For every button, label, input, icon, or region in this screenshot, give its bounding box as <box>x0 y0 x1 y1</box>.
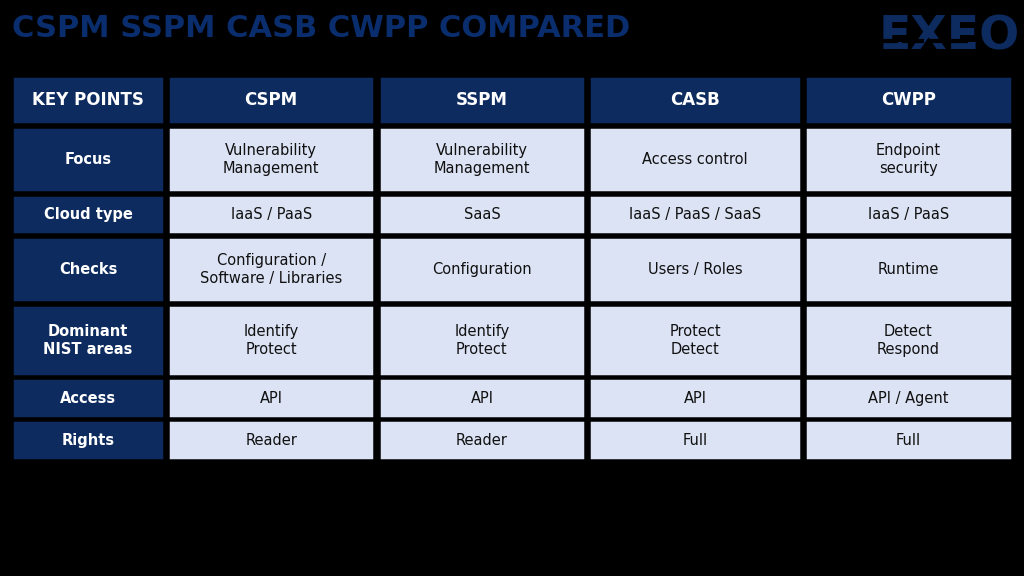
FancyBboxPatch shape <box>168 127 375 192</box>
Text: IaaS / PaaS / SaaS: IaaS / PaaS / SaaS <box>629 207 761 222</box>
FancyBboxPatch shape <box>379 76 586 124</box>
Text: SaaS: SaaS <box>464 207 501 222</box>
FancyBboxPatch shape <box>12 378 164 418</box>
Text: Reader: Reader <box>245 433 297 448</box>
Text: Full: Full <box>683 433 708 448</box>
Text: Configuration: Configuration <box>432 262 531 277</box>
Text: Rights: Rights <box>61 433 115 448</box>
Text: Protect
Detect: Protect Detect <box>670 324 721 357</box>
FancyBboxPatch shape <box>379 378 586 418</box>
Text: CASB: CASB <box>671 91 720 109</box>
FancyBboxPatch shape <box>12 420 164 460</box>
FancyBboxPatch shape <box>12 195 164 234</box>
Text: Users / Roles: Users / Roles <box>648 262 742 277</box>
FancyBboxPatch shape <box>805 195 1012 234</box>
Text: Runtime: Runtime <box>878 262 939 277</box>
FancyBboxPatch shape <box>12 305 164 376</box>
FancyBboxPatch shape <box>379 420 586 460</box>
FancyBboxPatch shape <box>379 127 586 192</box>
FancyBboxPatch shape <box>168 378 375 418</box>
Text: CSPM SSPM CASB CWPP COMPARED: CSPM SSPM CASB CWPP COMPARED <box>12 14 631 43</box>
FancyBboxPatch shape <box>379 195 586 234</box>
FancyBboxPatch shape <box>168 420 375 460</box>
FancyBboxPatch shape <box>805 127 1012 192</box>
FancyBboxPatch shape <box>379 237 586 302</box>
Text: Access: Access <box>60 391 116 406</box>
Text: Reader: Reader <box>456 433 508 448</box>
Text: CWPP: CWPP <box>881 91 936 109</box>
Text: Full: Full <box>896 433 921 448</box>
FancyBboxPatch shape <box>590 127 801 192</box>
Text: IaaS / PaaS: IaaS / PaaS <box>867 207 949 222</box>
FancyBboxPatch shape <box>805 237 1012 302</box>
FancyBboxPatch shape <box>805 305 1012 376</box>
FancyBboxPatch shape <box>590 305 801 376</box>
Text: API: API <box>470 391 494 406</box>
Text: CSPM: CSPM <box>245 91 298 109</box>
Text: Cloud type: Cloud type <box>44 207 132 222</box>
Text: Focus: Focus <box>65 152 112 167</box>
FancyBboxPatch shape <box>168 237 375 302</box>
FancyBboxPatch shape <box>168 195 375 234</box>
Text: Access control: Access control <box>642 152 748 167</box>
Text: SSPM: SSPM <box>456 91 508 109</box>
FancyBboxPatch shape <box>12 76 164 124</box>
Text: Vulnerability
Management: Vulnerability Management <box>433 143 530 176</box>
FancyBboxPatch shape <box>168 305 375 376</box>
FancyBboxPatch shape <box>805 76 1012 124</box>
Text: Vulnerability
Management: Vulnerability Management <box>223 143 319 176</box>
FancyBboxPatch shape <box>590 76 801 124</box>
Text: Identify
Protect: Identify Protect <box>244 324 299 357</box>
FancyBboxPatch shape <box>12 127 164 192</box>
FancyBboxPatch shape <box>590 237 801 302</box>
FancyBboxPatch shape <box>590 195 801 234</box>
FancyBboxPatch shape <box>12 237 164 302</box>
FancyBboxPatch shape <box>590 420 801 460</box>
FancyBboxPatch shape <box>379 305 586 376</box>
FancyBboxPatch shape <box>805 420 1012 460</box>
Text: IaaS / PaaS: IaaS / PaaS <box>230 207 311 222</box>
Text: API: API <box>684 391 707 406</box>
FancyBboxPatch shape <box>168 76 375 124</box>
Text: EXEO: EXEO <box>879 14 1020 59</box>
Text: Checks: Checks <box>58 262 117 277</box>
FancyBboxPatch shape <box>805 378 1012 418</box>
Text: Dominant
NIST areas: Dominant NIST areas <box>43 324 133 357</box>
Text: Identify
Protect: Identify Protect <box>455 324 510 357</box>
Text: Endpoint
security: Endpoint security <box>876 143 941 176</box>
Text: Configuration /
Software / Libraries: Configuration / Software / Libraries <box>200 253 342 286</box>
Text: API / Agent: API / Agent <box>868 391 948 406</box>
Text: KEY POINTS: KEY POINTS <box>32 91 144 109</box>
FancyBboxPatch shape <box>590 378 801 418</box>
Text: API: API <box>260 391 283 406</box>
Text: Detect
Respond: Detect Respond <box>877 324 940 357</box>
